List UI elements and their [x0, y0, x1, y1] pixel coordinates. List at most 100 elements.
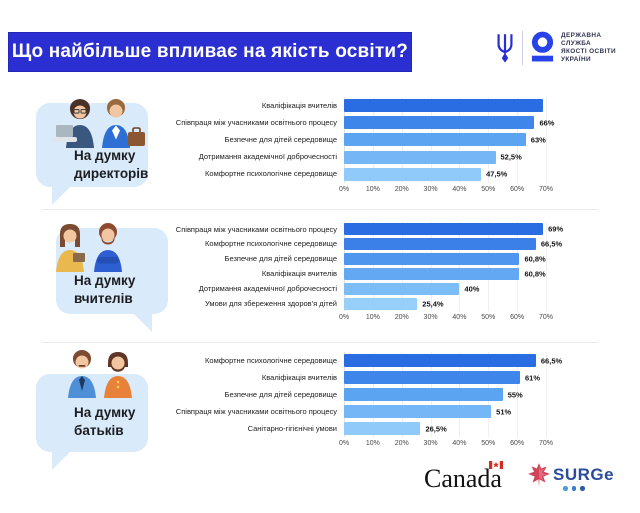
- audience-label-teachers: На думку вчителів: [74, 273, 136, 306]
- axis-tick-label: 70%: [538, 440, 554, 447]
- axis-tick-label: 60%: [510, 314, 525, 322]
- category-label: Безпечне для дітей середовище: [224, 389, 337, 399]
- bar-track: 55%: [344, 388, 546, 401]
- value-label: 60,8%: [524, 254, 546, 264]
- gridline: [546, 352, 547, 437]
- category-label: Кваліфікація вчителів: [261, 372, 337, 382]
- category-label: Дотримання академічної доброчесності: [198, 284, 337, 294]
- axis-tick-label: 50%: [481, 185, 496, 193]
- value-label: 61%: [525, 373, 541, 382]
- directors-people-icon: [52, 99, 145, 148]
- axis-tick-label: 40%: [452, 314, 467, 322]
- value-label: 66%: [539, 118, 555, 128]
- chart-row: Безпечне для дітей середовище 63%: [140, 131, 610, 148]
- bar: [344, 223, 544, 236]
- maple-leaf-icon: [528, 463, 550, 487]
- logo-divider: [522, 31, 523, 65]
- chart-row: Співпраця між учасниками освітнього проц…: [140, 222, 610, 237]
- bar-track: 69%: [344, 223, 563, 236]
- bar: [344, 116, 535, 130]
- chart-row: Умови для збереження здоров'я дітей 25,4%: [140, 296, 610, 311]
- value-label: 26,5%: [425, 424, 447, 433]
- parents-chart: Комфортне психологічне середовище 66,5% Кв…: [140, 352, 610, 451]
- x-axis: 0% 10% 20% 30% 40% 50% 60% 70%: [339, 185, 554, 197]
- bar: [344, 150, 496, 164]
- bar: [344, 238, 536, 251]
- category-label: Безпечне для дітей середовище: [224, 135, 337, 145]
- bar: [344, 99, 544, 113]
- ukraine-trident-icon: [497, 34, 513, 63]
- category-label: Співпраця між учасниками освітнього проц…: [175, 117, 337, 127]
- surge-label: SURGe: [553, 465, 615, 484]
- axis-tick-label: 10%: [365, 185, 380, 193]
- bar: [344, 167, 482, 181]
- axis-tick-label: 20%: [394, 314, 409, 322]
- axis-tick-label: 0%: [338, 314, 350, 322]
- value-label: 51%: [496, 407, 512, 416]
- bar-track: 47,5%: [344, 167, 546, 181]
- axis-tick-label: 50%: [481, 314, 496, 322]
- chart-row: Співпраця між учасниками освітнього проц…: [140, 403, 610, 420]
- gridline: [372, 222, 374, 312]
- bar: [344, 283, 460, 295]
- gridline: [459, 222, 461, 312]
- chart-row: Кваліфікація вчителів: [140, 97, 610, 114]
- chart-row: Комфортне психологічне середовище 66,5%: [140, 237, 610, 252]
- category-label: Співпраця між учасниками освітнього проц…: [175, 406, 337, 416]
- education-quality-logo-icon: [531, 31, 554, 62]
- gridline: [401, 222, 403, 312]
- bar: [344, 297, 418, 310]
- bar-track: 60,8%: [344, 268, 546, 281]
- value-label: 66,5%: [540, 239, 563, 249]
- axis-tick-label: 60%: [510, 440, 525, 447]
- org-logo-group: ДЕРЖАВНА СЛУЖБА ЯКОСТІ ОСВІТИ УКРАЇНИ: [494, 26, 634, 70]
- bar-track: 25,4%: [344, 297, 546, 310]
- axis-tick-label: 30%: [423, 314, 438, 322]
- bar-track: 63%: [344, 133, 546, 147]
- bar-track: 60,8%: [344, 253, 546, 266]
- chart-row: Безпечне для дітей середовище 55%: [140, 386, 610, 403]
- category-label: Безпечне для дітей середовище: [224, 254, 337, 264]
- bar-track: 26,5%: [344, 422, 546, 435]
- gridline: [517, 222, 519, 312]
- axis-tick-label: 0%: [338, 185, 350, 193]
- axis-tick-label: 60%: [510, 185, 525, 193]
- axis-tick-label: 10%: [365, 314, 380, 322]
- gridline: [546, 97, 547, 183]
- category-label: Комфортне психологічне середовище: [205, 169, 337, 179]
- org-name-line: ДЕРЖАВНА: [561, 32, 602, 39]
- axis-tick-label: 40%: [452, 185, 467, 193]
- category-label: Співпраця між учасниками освітнього проц…: [175, 224, 337, 234]
- axis-tick-label: 30%: [423, 185, 438, 193]
- category-label: Дотримання академічної доброчесності: [198, 152, 337, 162]
- axis-tick-label: 0%: [338, 440, 350, 447]
- audience-label-directors: На думку директорів: [74, 148, 149, 181]
- org-name-line: УКРАЇНИ: [561, 56, 591, 63]
- org-name: ДЕРЖАВНА СЛУЖБА ЯКОСТІ ОСВІТИ УКРАЇНИ: [561, 32, 616, 64]
- value-label: 55%: [507, 390, 523, 399]
- chart-row: Дотримання академічної доброчесності 52,5…: [140, 149, 610, 166]
- chart-row: Санітарно-гігієнічні умови 26,5%: [140, 420, 610, 437]
- bar: [344, 371, 521, 384]
- value-label: 47,5%: [486, 169, 508, 179]
- bar-track: 51%: [344, 405, 546, 418]
- category-label: Умови для збереження здоров'я дітей: [204, 298, 337, 308]
- section-divider: [42, 342, 598, 343]
- bar: [344, 268, 520, 281]
- gridline: [546, 222, 547, 312]
- bar-track: 66%: [344, 116, 554, 130]
- axis-tick-label: 20%: [394, 185, 409, 193]
- axis-tick-label: 10%: [365, 440, 380, 447]
- gridline: [488, 222, 490, 312]
- surge-logo: SURGe: [527, 462, 615, 491]
- gridline: [517, 352, 519, 437]
- audience-label-parents: На думку батьків: [74, 405, 136, 438]
- value-label: 52,5%: [500, 152, 522, 162]
- axis-tick-label: 50%: [481, 440, 496, 447]
- bar-track: [344, 99, 546, 113]
- bar: [344, 133, 526, 147]
- org-name-line: ЯКОСТІ ОСВІТИ: [561, 48, 617, 55]
- category-label: Кваліфікація вчителів: [261, 100, 337, 110]
- bar: [344, 354, 536, 367]
